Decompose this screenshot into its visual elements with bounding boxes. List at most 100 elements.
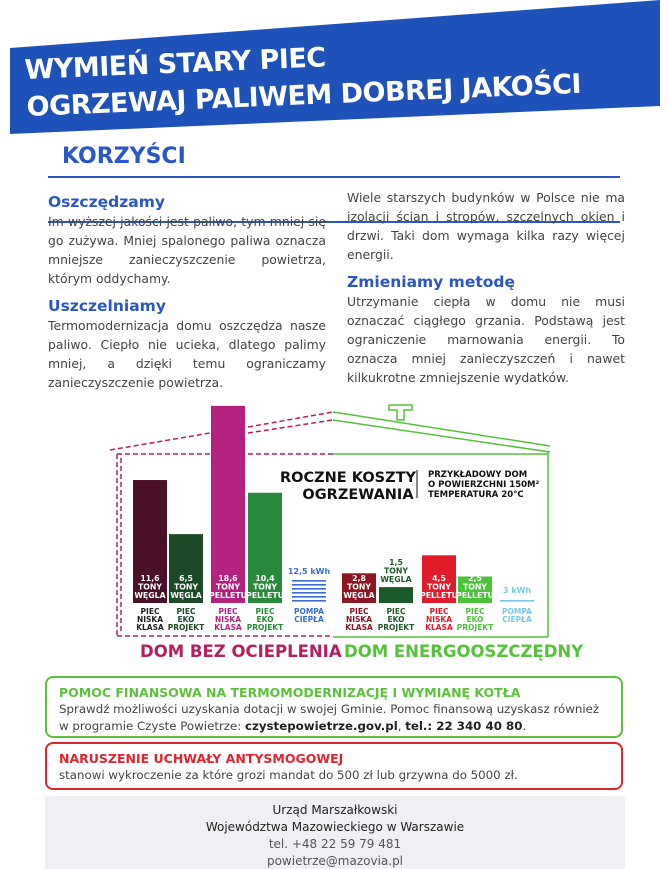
bar-caption: PROJEKT <box>168 623 205 632</box>
bar-caption: PIEC <box>466 607 485 616</box>
bar-value-label: WĘGLA <box>343 591 374 600</box>
paragraph: Im wyższej jakości jest paliwo, tym mnie… <box>48 214 326 286</box>
bar-caption: KLASA <box>136 623 164 632</box>
bar-1-0 <box>342 573 376 603</box>
bar-caption: CIEPŁA <box>502 615 532 624</box>
paragraph: Wiele starszych budynków w Polsce nie ma… <box>347 190 625 262</box>
footer-phone: tel. +48 22 59 79 481 <box>268 837 402 851</box>
heading-zmieniamy-metode: Zmieniamy metodę <box>347 273 516 291</box>
footer-office-region: Województwa Mazowieckiego w Warszawie <box>205 820 465 834</box>
header-banner <box>10 0 660 134</box>
period: . <box>522 719 527 733</box>
bar-value-label: TONY <box>427 583 451 592</box>
separator: , <box>397 719 406 733</box>
footer: Urząd Marszałkowski Województwa Mazowiec… <box>45 796 625 869</box>
bar-caption: CIEPŁA <box>294 615 324 624</box>
bar-caption: NISKA <box>426 615 452 624</box>
bar-value-label: TONY <box>174 583 198 592</box>
bar-0-0 <box>133 480 167 603</box>
divider <box>48 176 620 178</box>
bar-value-label: 2,5 <box>468 574 482 583</box>
left-column: Oszczędzamy Im wyższej jakości jest pali… <box>48 192 326 400</box>
bar-value-label: TONY <box>253 583 277 592</box>
bar-0-1 <box>169 534 203 603</box>
pump-energy-stripe <box>292 600 326 602</box>
financial-help-text: Sprawdź możliwości uzyskania dotacji w s… <box>59 702 600 733</box>
bar-0-3 <box>248 492 282 603</box>
bar-value-label: PELLETU <box>456 591 494 600</box>
bar-caption: PROJEKT <box>457 623 494 632</box>
bar-caption: POMPA <box>502 607 532 616</box>
bar-value-label: 18,6 <box>218 574 237 583</box>
group-label-energy-saving: DOM ENERGOOSZCZĘDNY <box>344 642 584 661</box>
bar-value-label: 4,5 <box>432 574 446 583</box>
bar-value-label: 11,6 <box>140 574 159 583</box>
bar-caption: PIEC <box>387 607 406 616</box>
footer-email[interactable]: powietrze@mazovia.pl <box>266 854 404 868</box>
bar-caption: PROJEKT <box>378 623 415 632</box>
bar-caption: PROJEKT <box>247 623 284 632</box>
bar-caption: PIEC <box>219 607 238 616</box>
bar-caption: NISKA <box>346 615 372 624</box>
bar-value-label: WĘGLA <box>170 591 201 600</box>
bar-value-label: 2,8 <box>352 574 366 583</box>
bar-value-label: PELLETU <box>420 591 458 600</box>
pump-energy-stripe <box>292 588 326 590</box>
pump-value-label: 12,5 kWh <box>288 567 331 576</box>
bar-caption: PIEC <box>350 607 369 616</box>
financial-help-title: POMOC FINANSOWA NA TERMOMODERNIZACJĘ I W… <box>59 685 521 700</box>
financial-help-box: POMOC FINANSOWA NA TERMOMODERNIZACJĘ I W… <box>45 676 623 738</box>
bar-value-label: 6,5 <box>179 574 193 583</box>
note-line3: TEMPERATURA 20°C <box>428 490 524 500</box>
bar-caption: EKO <box>257 615 274 624</box>
heading-uszczelniamy: Uszczelniamy <box>48 297 166 315</box>
bar-caption: PIEC <box>141 607 160 616</box>
group-label-uninsulated: DOM BEZ OCIEPLENIA <box>140 642 342 661</box>
phone-number: tel.: 22 340 40 80 <box>405 719 523 733</box>
bar-caption: NISKA <box>215 615 241 624</box>
bar-caption: PIEC <box>256 607 275 616</box>
bar-caption: KLASA <box>345 623 373 632</box>
note-line2: O POWIERZCHNI 150M² <box>428 480 539 490</box>
bar-caption: KLASA <box>425 623 453 632</box>
warning-text: stanowi wykroczenie za które grozi manda… <box>59 768 518 782</box>
bar-caption: NISKA <box>137 615 163 624</box>
section-title: KORZYŚCI <box>62 144 186 169</box>
pump-energy-stripe <box>292 580 326 582</box>
bar-caption: EKO <box>178 615 195 624</box>
bar-1-3 <box>458 576 492 603</box>
pump-energy-stripe <box>292 596 326 598</box>
heading-oszczedzamy: Oszczędzamy <box>48 193 165 211</box>
bar-0-2 <box>211 405 245 603</box>
website-link[interactable]: czystepowietrze.gov.pl <box>244 719 398 733</box>
infographic-title-line1: ROCZNE KOSZTY <box>280 470 416 486</box>
pump-energy-stripe <box>292 592 326 594</box>
warning-box: NARUSZENIE UCHWAŁY ANTYSMOGOWEJ stanowi … <box>45 742 623 790</box>
bar-value-label: TONY <box>216 583 240 592</box>
bar-value-label: PELLETU <box>209 591 247 600</box>
pump-energy-stripe <box>500 600 534 602</box>
bar-1-1 <box>379 587 413 603</box>
bar-caption: EKO <box>388 615 405 624</box>
warning-title: NARUSZENIE UCHWAŁY ANTYSMOGOWEJ <box>59 751 344 766</box>
pump-energy-stripe <box>292 584 326 586</box>
bar-caption: EKO <box>467 615 484 624</box>
bar-caption: PIEC <box>177 607 196 616</box>
pump-value-label: 3 kWh <box>503 586 531 595</box>
chimney-icon <box>388 404 413 421</box>
house-uninsulated-outline <box>109 411 334 637</box>
bar-value-label: TONY <box>138 583 162 592</box>
bar-value-label: TONY <box>463 583 487 592</box>
bar-1-2 <box>422 555 456 603</box>
paragraph: Utrzymanie ciepła w domu nie musi oznacz… <box>347 294 625 385</box>
bar-value-label: PELLETU <box>246 591 284 600</box>
note-line1: PRZYKŁADOWY DOM <box>428 470 527 480</box>
right-column: Wiele starszych budynków w Polsce nie ma… <box>347 188 625 395</box>
bar-caption: PIEC <box>430 607 449 616</box>
bar-value-label: WĘGLA <box>380 575 411 584</box>
footer-office: Urząd Marszałkowski <box>272 803 398 817</box>
bar-value-label: TONY <box>347 583 371 592</box>
divider <box>48 221 620 223</box>
